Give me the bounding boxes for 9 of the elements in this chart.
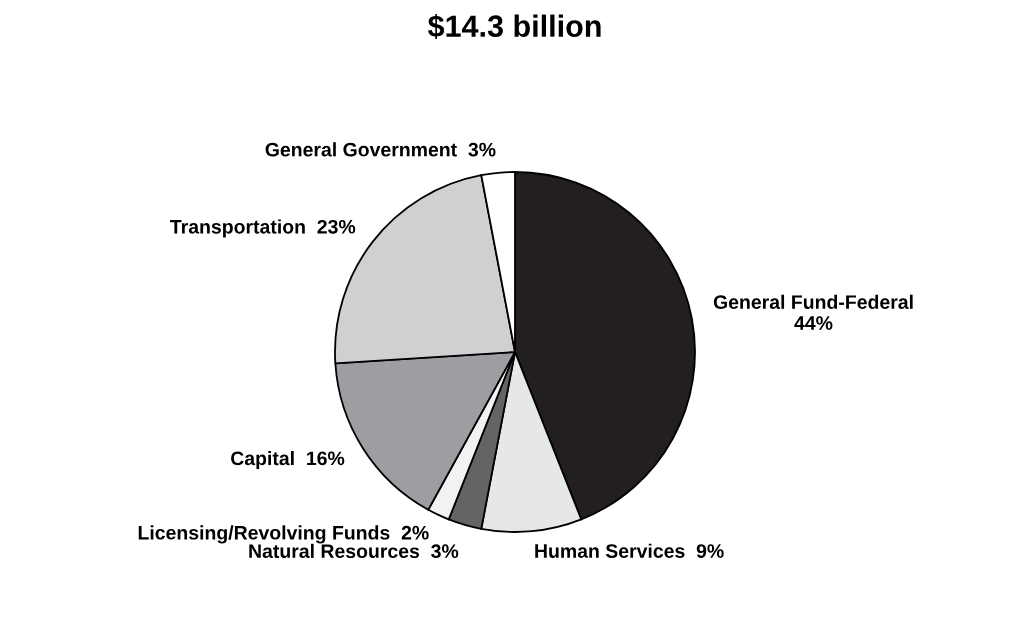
slice-label: Capital 16%: [231, 450, 345, 470]
slice-label: General Government 3%: [265, 142, 496, 157]
slice-label: Human Services 9%: [535, 543, 724, 558]
slice-label: General Fund-Federal: [713, 294, 913, 309]
slice-label: Licensing/Revolving Funds 2%: [138, 525, 429, 544]
data-label: 44%: [794, 316, 833, 330]
chart-title: $14.3 billion: [427, 14, 601, 39]
slice-label: Natural Resources 3%: [249, 543, 459, 559]
slice-label: Transportation 23%: [170, 219, 356, 238]
